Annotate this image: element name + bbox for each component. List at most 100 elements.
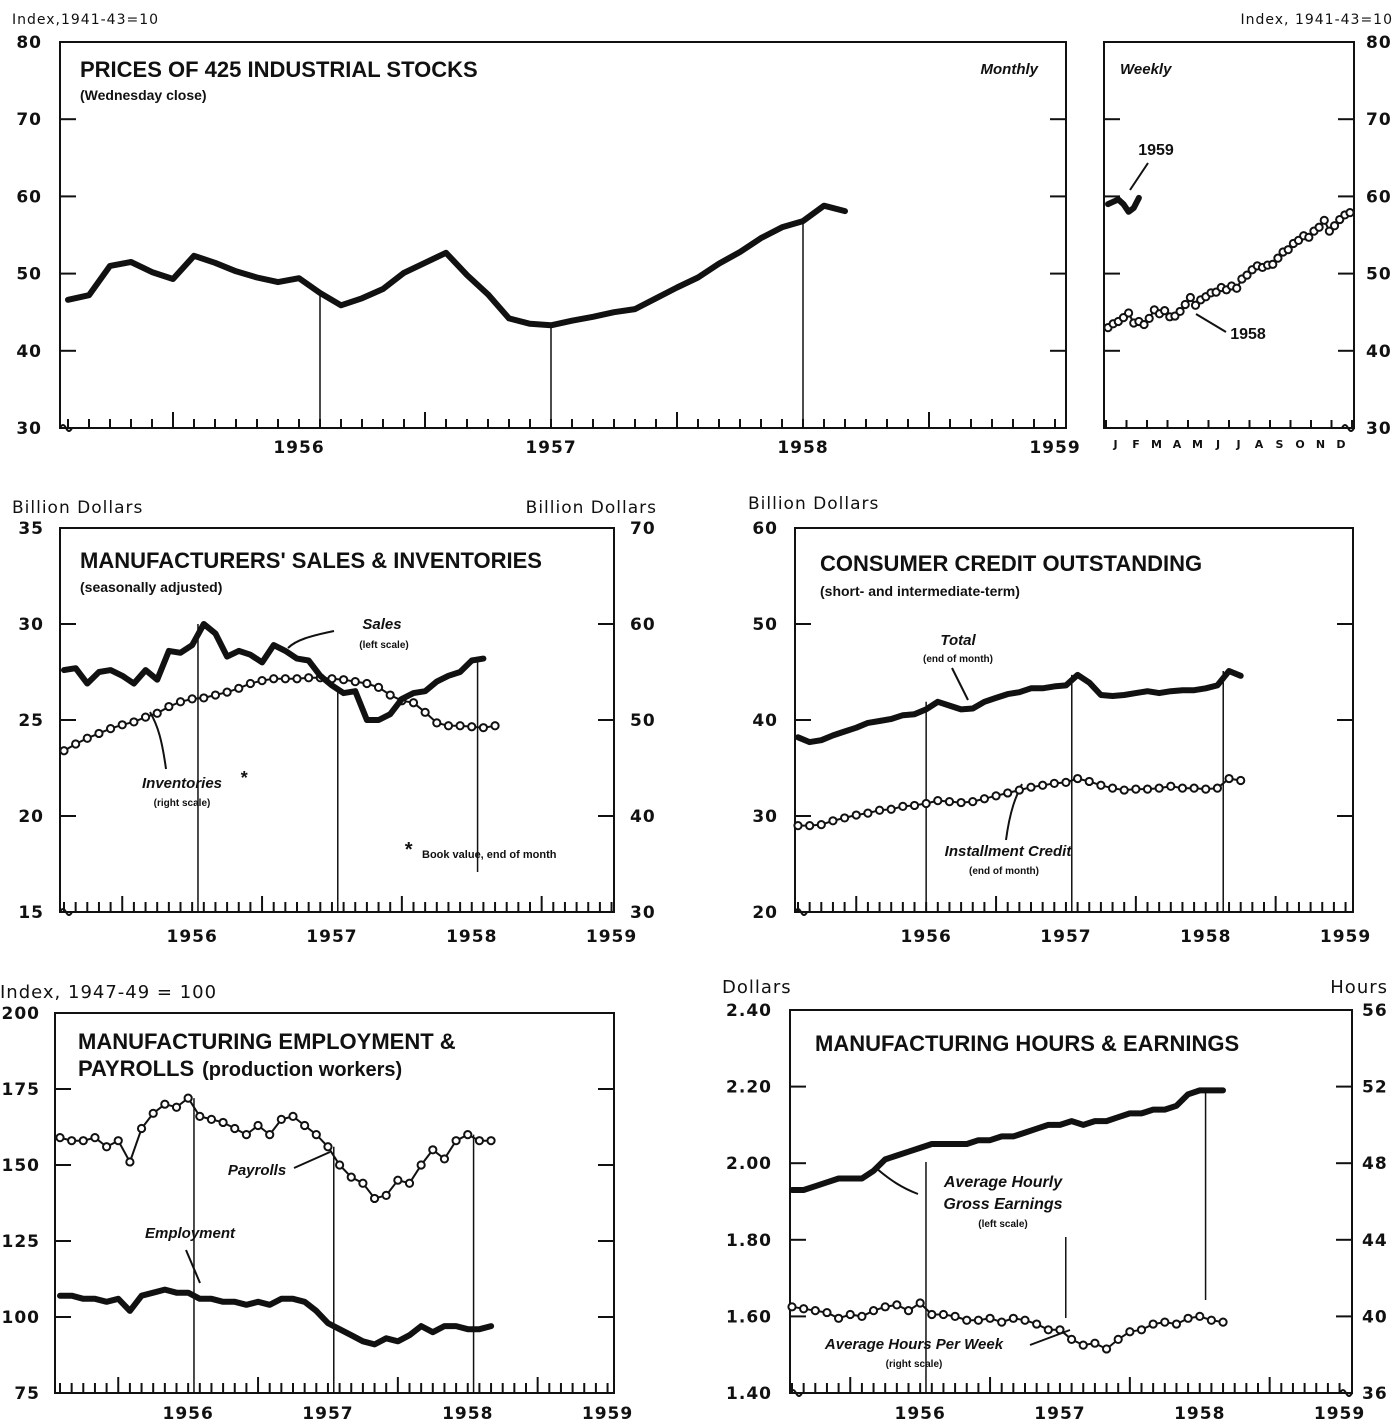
credit-title: CONSUMER CREDIT OUTSTANDING xyxy=(820,551,1202,576)
y-tick-label-right: 44 xyxy=(1362,1231,1388,1251)
y-tick-label-left: 35 xyxy=(18,519,44,539)
inventories-point xyxy=(478,723,488,733)
installment-credit-point xyxy=(1189,783,1199,793)
sales-series-layer xyxy=(59,621,500,912)
sales-left-unit: Billion Dollars xyxy=(12,498,143,518)
credit-series-layer xyxy=(793,668,1246,912)
installment-credit-point xyxy=(1026,782,1036,792)
average-hours-point xyxy=(1020,1315,1030,1325)
y-tick-label-right: 40 xyxy=(630,807,656,827)
axis-break xyxy=(1339,1389,1353,1397)
payrolls-point xyxy=(393,1175,403,1185)
stocks-weekly-1958-point xyxy=(1185,292,1195,303)
y-tick-label-left: 50 xyxy=(752,615,778,635)
sales-right-unit: Billion Dollars xyxy=(526,498,657,518)
x-year-label: 1959 xyxy=(586,927,637,947)
inventories-point xyxy=(304,673,314,683)
installment-credit-point xyxy=(909,800,920,811)
payrolls-point xyxy=(311,1130,321,1140)
payrolls-point xyxy=(474,1136,484,1146)
average-hours-point xyxy=(1136,1325,1147,1335)
stocks-series-layer xyxy=(65,194,1355,428)
y-tick-label-right: 48 xyxy=(1362,1154,1388,1174)
payrolls-point xyxy=(463,1130,473,1140)
sales-axes: 1956 1957 1958 1959 15 20 25 30 35 30 40 50 60 70 xyxy=(18,519,656,947)
average-hours-point xyxy=(903,1306,914,1316)
stocks-weekly-1958-point xyxy=(1232,283,1242,293)
y-tick-label-right: 30 xyxy=(1366,419,1392,439)
y-tick-label-left: 50 xyxy=(16,265,42,285)
installment-credit-point xyxy=(805,821,815,831)
stocks-1959-leader xyxy=(1129,162,1149,191)
y-tick-label-left: 125 xyxy=(2,1232,41,1252)
y-tick-label-right: 80 xyxy=(1366,33,1392,53)
y-tick-label-left: 20 xyxy=(752,903,778,923)
month-label: D xyxy=(1336,438,1346,451)
employment-title-qualifier: (production workers) xyxy=(202,1059,402,1081)
installment-credit-point xyxy=(1212,783,1223,793)
sales-line xyxy=(61,621,487,723)
payrolls-point xyxy=(67,1136,77,1146)
installment-credit-point xyxy=(863,808,873,818)
hourly-earnings-line xyxy=(789,1087,1226,1193)
inventories-point xyxy=(432,718,442,728)
y-tick-label-left: 2.20 xyxy=(726,1078,772,1098)
hours-left-unit: Dollars xyxy=(722,977,792,998)
installment-credit-point xyxy=(944,797,955,807)
installment-credit-point xyxy=(1236,775,1246,786)
y-tick-label-right: 40 xyxy=(1366,342,1392,362)
y-tick-label-right: 50 xyxy=(1366,265,1392,285)
payrolls-point xyxy=(218,1117,228,1128)
y-tick-label-left: 1.80 xyxy=(726,1231,772,1251)
inventories-point xyxy=(199,693,209,703)
stocks-weekly-1958-point xyxy=(1144,313,1154,323)
month-label: O xyxy=(1295,438,1305,451)
y-tick-label-left: 20 xyxy=(18,807,44,827)
stocks-right-unit: Index, 1941-43=10 xyxy=(1241,12,1393,28)
installment-credit-point xyxy=(1038,780,1048,790)
employment-axes: 1956 1957 1958 1959 75 100 125 150 175 200 xyxy=(2,1004,633,1421)
payrolls-point xyxy=(136,1123,147,1134)
payrolls-point xyxy=(439,1154,450,1164)
inventories-point xyxy=(373,682,384,692)
sales-leader xyxy=(287,630,335,649)
stocks-title: PRICES OF 425 INDUSTRIAL STOCKS xyxy=(80,57,478,82)
inventories-star: * xyxy=(240,768,248,788)
x-year-label: 1958 xyxy=(777,438,828,458)
average-hours-point xyxy=(927,1309,937,1320)
stocks-weekly-1958-point xyxy=(1283,245,1293,255)
installment-credit-point xyxy=(991,791,1001,801)
installment-credit-point xyxy=(1084,776,1094,787)
average-hours-point xyxy=(1206,1315,1217,1325)
installment-credit-point xyxy=(828,816,838,826)
x-year-label: 1957 xyxy=(306,927,357,947)
earnings-label-line1: Average Hourly xyxy=(943,1174,1063,1191)
inventories-point xyxy=(187,694,197,704)
average-hours-point xyxy=(1218,1317,1228,1327)
payrolls-point xyxy=(358,1178,368,1188)
installment-credit-point xyxy=(1061,777,1071,788)
y-tick-label-left: 2.40 xyxy=(726,1001,772,1021)
employment-label: Employment xyxy=(145,1225,236,1242)
average-hours-point xyxy=(1067,1334,1077,1344)
installment-credit-point xyxy=(886,804,896,814)
credit-subtitle: (short- and intermediate-term) xyxy=(820,583,1020,599)
y-tick-label-left: 1.60 xyxy=(726,1307,772,1327)
inventories-point xyxy=(175,697,186,707)
average-hours-point xyxy=(1090,1338,1100,1348)
stocks-weekly-1958-point xyxy=(1175,306,1185,317)
credit-total-note: (end of month) xyxy=(923,654,993,665)
employment-line xyxy=(57,1286,495,1348)
installment-credit-point xyxy=(979,794,990,804)
inventories-point xyxy=(59,746,69,756)
employment-title-line1: MANUFACTURING EMPLOYMENT & xyxy=(78,1029,456,1054)
hours-panel: Dollars Hours MANUFACTURING HOURS & EARN… xyxy=(722,977,1388,1421)
x-year-label: 1959 xyxy=(582,1404,633,1421)
x-year-label: 1957 xyxy=(1034,1404,1085,1421)
average-hours-point xyxy=(973,1315,984,1325)
month-label: M xyxy=(1192,438,1204,451)
payrolls-point xyxy=(416,1160,426,1170)
inventories-point xyxy=(117,720,127,730)
payrolls-point xyxy=(276,1114,286,1125)
inventories-point xyxy=(94,728,104,739)
